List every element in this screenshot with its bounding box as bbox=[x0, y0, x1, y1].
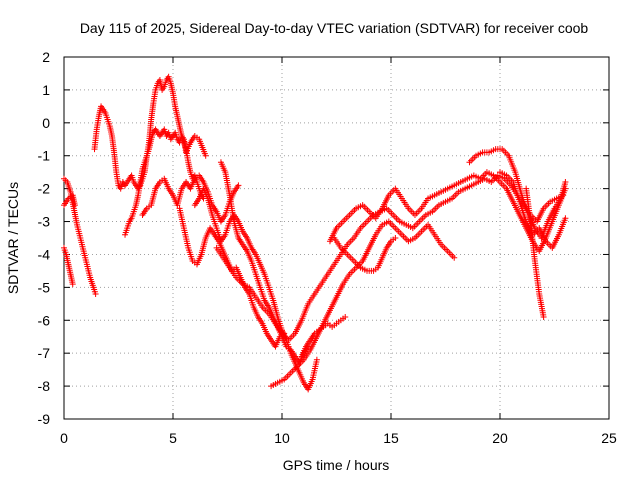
data-point-marker bbox=[313, 356, 320, 363]
y-tick-label: 0 bbox=[42, 115, 50, 131]
y-tick-label: -4 bbox=[38, 246, 51, 262]
y-tick-label: -5 bbox=[38, 279, 51, 295]
x-tick-label: 0 bbox=[60, 430, 68, 446]
data-point-marker bbox=[540, 313, 547, 320]
y-tick-label: -2 bbox=[38, 181, 51, 197]
data-point-marker bbox=[92, 290, 99, 297]
grid-lines bbox=[64, 57, 609, 419]
data-point-marker bbox=[451, 254, 458, 261]
y-axis-title: SDTVAR / TECUs bbox=[5, 182, 21, 294]
data-point-marker bbox=[202, 152, 209, 159]
series-trace bbox=[217, 159, 312, 367]
y-tick-label: 2 bbox=[42, 49, 50, 65]
data-point-marker bbox=[342, 313, 349, 320]
series-trace bbox=[523, 185, 547, 320]
x-tick-label: 20 bbox=[492, 430, 508, 446]
y-tick-label: 1 bbox=[42, 82, 50, 98]
x-tick-label: 15 bbox=[383, 430, 399, 446]
series-trace bbox=[176, 205, 288, 350]
x-tick-label: 10 bbox=[274, 430, 290, 446]
x-tick-label: 5 bbox=[169, 430, 177, 446]
data-point-marker bbox=[235, 182, 242, 189]
series-trace bbox=[298, 313, 349, 360]
data-point-marker bbox=[562, 179, 569, 186]
series-trace bbox=[331, 235, 399, 274]
data-series bbox=[61, 73, 569, 393]
y-tick-label: -6 bbox=[38, 312, 51, 328]
chart-title: Day 115 of 2025, Sidereal Day-to-day VTE… bbox=[80, 20, 589, 36]
y-tick-label: -1 bbox=[38, 148, 51, 164]
data-point-marker bbox=[71, 202, 78, 209]
series-trace bbox=[139, 172, 242, 225]
series-trace bbox=[213, 172, 567, 344]
series-trace bbox=[122, 73, 207, 238]
y-tick-label: -8 bbox=[38, 378, 51, 394]
data-point-marker bbox=[562, 215, 569, 222]
plot-area-frame bbox=[63, 56, 610, 420]
y-tick-label: -9 bbox=[38, 411, 51, 427]
x-axis-title: GPS time / hours bbox=[283, 457, 390, 473]
data-point-marker bbox=[69, 281, 76, 288]
x-tick-label: 25 bbox=[601, 430, 617, 446]
data-point-marker bbox=[392, 235, 399, 241]
y-tick-label: -3 bbox=[38, 214, 51, 230]
series-trace bbox=[61, 175, 99, 297]
series-trace bbox=[326, 169, 569, 255]
series-trace bbox=[61, 192, 78, 209]
series-trace bbox=[61, 244, 76, 288]
axis-ticks: 0 5 10 15 20 25 -9 -8 -7 -6 -5 -4 -3 -2 -1 0 1 2 bbox=[38, 49, 617, 446]
y-tick-label: -7 bbox=[38, 345, 51, 361]
